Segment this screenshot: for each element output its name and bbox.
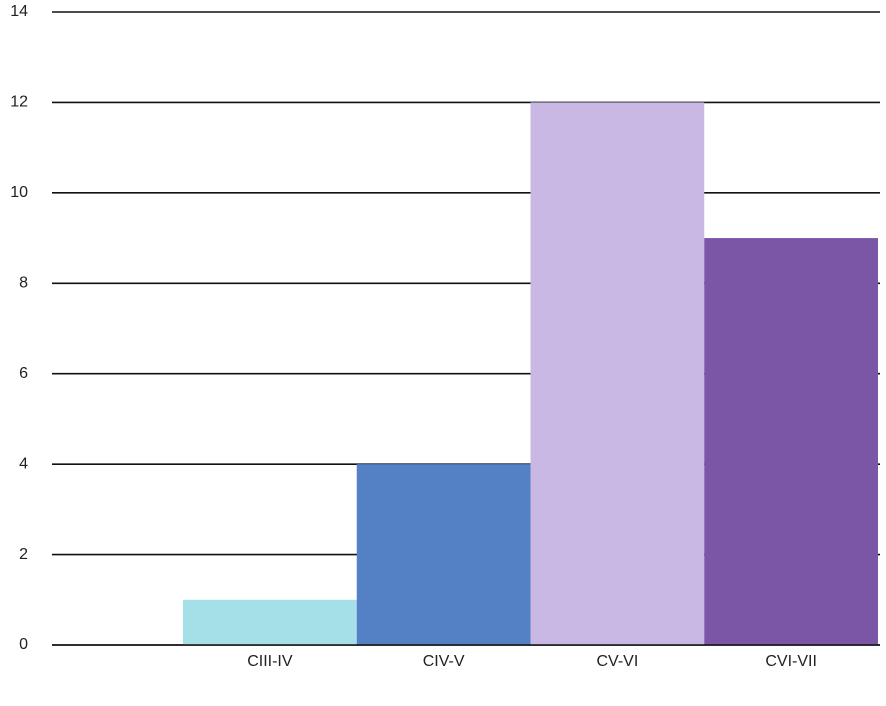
bar <box>704 238 878 646</box>
x-tick-label: CVI-VII <box>765 653 817 670</box>
y-tick-label: 8 <box>19 275 28 292</box>
bar <box>530 102 705 645</box>
x-tick-label: CIII-IV <box>247 653 293 670</box>
y-tick-label: 14 <box>10 3 28 20</box>
y-tick-label: 10 <box>10 184 28 201</box>
bar <box>183 599 357 645</box>
y-tick-label: 4 <box>19 455 28 472</box>
y-tick-label: 12 <box>10 94 28 111</box>
bar <box>356 464 531 645</box>
y-tick-label: 6 <box>19 365 28 382</box>
y-tick-label: 0 <box>19 636 28 653</box>
y-tick-label: 2 <box>19 546 28 563</box>
x-tick-label: CIV-V <box>423 653 465 670</box>
x-tick-label: CV-VI <box>596 653 638 670</box>
